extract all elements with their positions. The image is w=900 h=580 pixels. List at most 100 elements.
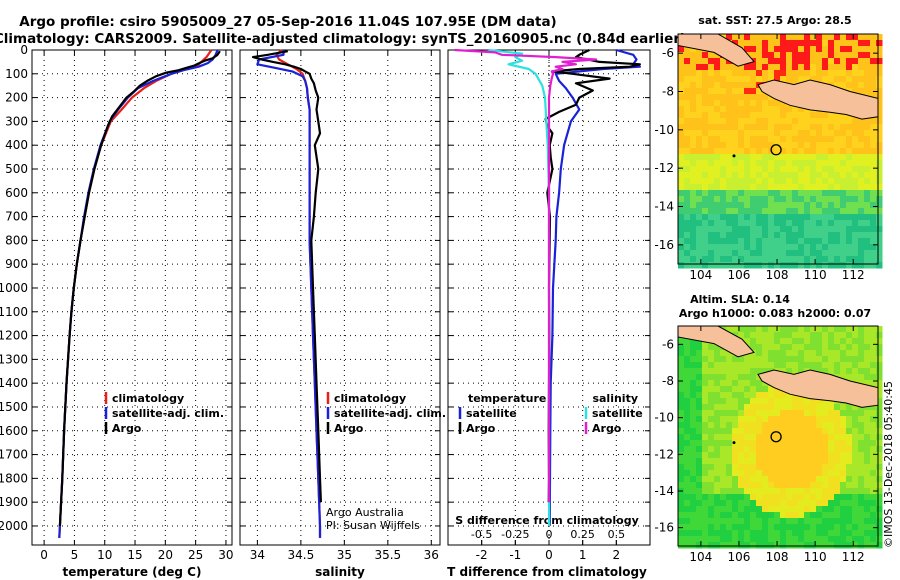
heatmap-cell [786,136,793,143]
heatmap-cell [708,106,715,113]
heatmap-cell [762,416,769,423]
heatmap-cell [750,208,757,215]
heatmap-cell [732,250,739,257]
heatmap-cell [750,166,757,173]
heatmap-cell [690,220,697,227]
heatmap-cell [696,380,703,387]
heatmap-cell [864,154,871,161]
heatmap-cell [708,422,715,429]
heatmap-cell [678,250,685,257]
heatmap-cell [768,524,775,531]
heatmap-cell [804,440,811,447]
heatmap-cell [834,518,841,525]
heatmap-cell [750,380,757,387]
heatmap-cell [786,208,793,215]
heatmap-cell [828,238,835,245]
heatmap-cell [786,64,793,71]
heatmap-cell [732,392,739,399]
heatmap-cell [816,52,823,59]
heatmap-cell [792,398,799,405]
heatmap-cell [858,500,865,507]
y-tick-label: 1800 [0,471,28,485]
heatmap-cell [810,124,817,131]
heatmap-cell [720,166,727,173]
heatmap-cell [708,112,715,119]
heatmap-cell [846,416,853,423]
heatmap-cell [714,154,721,161]
heatmap-cell [762,94,769,101]
heatmap-cell [684,434,691,441]
heatmap-cell [876,362,883,369]
heatmap-cell [858,232,865,239]
heatmap-cell [864,232,871,239]
heatmap-cell [750,190,757,197]
heatmap-cell [762,208,769,215]
heatmap-cell [786,356,793,363]
heatmap-cell [864,124,871,131]
heatmap-cell [732,190,739,197]
heatmap-cell [816,208,823,215]
heatmap-cell [744,244,751,251]
heatmap-cell [774,148,781,155]
heatmap-cell [744,488,751,495]
heatmap-cell [702,190,709,197]
heatmap-cell [702,518,709,525]
heatmap-cell [810,446,817,453]
heatmap-cell [852,238,859,245]
heatmap-cell [774,416,781,423]
heatmap-cell [828,464,835,471]
heatmap-cell [756,500,763,507]
heatmap-cell [864,262,871,269]
heatmap-cell [816,232,823,239]
heatmap-cell [798,160,805,167]
heatmap-cell [678,482,685,489]
heatmap-cell [798,250,805,257]
heatmap-cell [714,190,721,197]
heatmap-cell [708,124,715,131]
heatmap-cell [720,178,727,185]
heatmap-cell [804,202,811,209]
heatmap-cell [870,70,877,77]
heatmap-cell [684,368,691,375]
heatmap-cell [858,52,865,59]
heatmap-cell [816,166,823,173]
heatmap-cell [804,470,811,477]
heatmap-cell [828,338,835,345]
heatmap-cell [792,464,799,471]
heatmap-cell [864,184,871,191]
heatmap-cell [864,142,871,149]
heatmap-cell [876,94,883,101]
heatmap-cell [708,518,715,525]
heatmap-cell [762,482,769,489]
heatmap-cell [804,464,811,471]
heatmap-cell [768,184,775,191]
heatmap-cell [828,362,835,369]
heatmap-cell [816,202,823,209]
heatmap-cell [876,64,883,71]
heatmap-cell [762,64,769,71]
heatmap-cell [810,34,817,41]
heatmap-cell [750,458,757,465]
heatmap-cell [684,106,691,113]
heatmap-cell [804,344,811,351]
heatmap-cell [696,154,703,161]
heatmap-cell [768,404,775,411]
heatmap-cell [696,190,703,197]
heatmap-cell [708,76,715,83]
heatmap-cell [792,542,799,549]
heatmap-cell [714,368,721,375]
heatmap-cell [792,530,799,537]
heatmap-cell [702,512,709,519]
heatmap-cell [876,106,883,113]
heatmap-cell [792,326,799,333]
heatmap-cell [744,356,751,363]
heatmap-cell [792,446,799,453]
heatmap-cell [732,398,739,405]
heatmap-cell [840,464,847,471]
heatmap-cell [744,536,751,543]
heatmap-cell [828,332,835,339]
heatmap-cell [828,256,835,263]
heatmap-cell [768,52,775,59]
heatmap-cell [708,256,715,263]
heatmap-cell [876,178,883,185]
